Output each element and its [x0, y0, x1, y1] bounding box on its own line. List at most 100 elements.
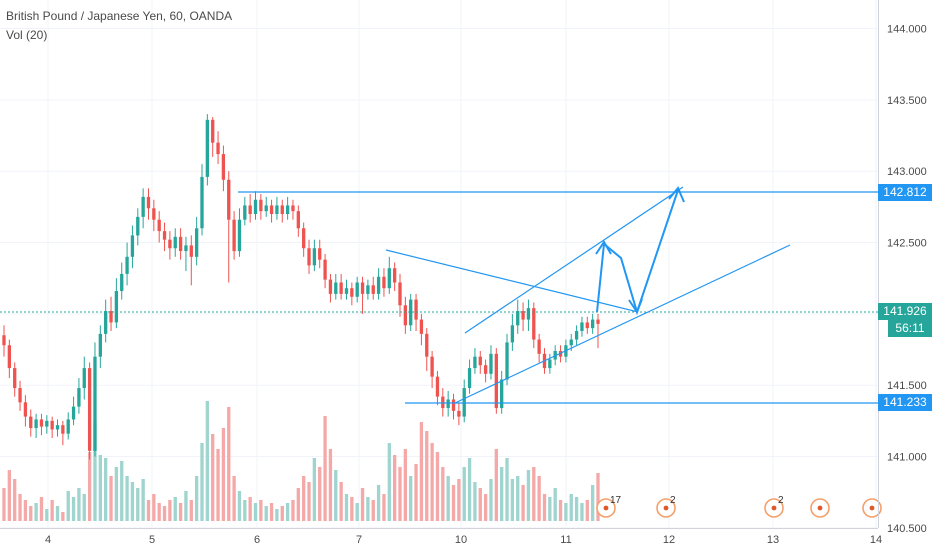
candle-body[interactable]: [189, 245, 193, 257]
candle-body[interactable]: [178, 236, 183, 252]
candle-body[interactable]: [109, 311, 113, 323]
candle-body[interactable]: [141, 196, 145, 217]
candle-body[interactable]: [237, 219, 242, 252]
candle-body[interactable]: [93, 356, 97, 451]
candle-body[interactable]: [430, 356, 434, 377]
candle-body[interactable]: [494, 353, 498, 409]
candle-body[interactable]: [23, 402, 28, 417]
candle-body[interactable]: [403, 305, 408, 326]
candle-body[interactable]: [537, 339, 541, 354]
candle-body[interactable]: [473, 356, 477, 369]
candle-body[interactable]: [414, 299, 418, 320]
candle-body[interactable]: [296, 211, 300, 229]
candle-body[interactable]: [489, 353, 493, 374]
candle-body[interactable]: [478, 356, 482, 366]
candle-body[interactable]: [13, 368, 17, 389]
candle-body[interactable]: [71, 406, 76, 420]
candle-body[interactable]: [569, 339, 573, 346]
candle-body[interactable]: [425, 333, 429, 357]
candle-body[interactable]: [200, 176, 204, 229]
candle-body[interactable]: [104, 311, 108, 334]
candle-body[interactable]: [483, 365, 488, 374]
candle-body[interactable]: [232, 219, 236, 252]
candle-body[interactable]: [45, 420, 49, 427]
candle-body[interactable]: [253, 199, 258, 215]
candle-body[interactable]: [500, 379, 504, 409]
candle-body[interactable]: [211, 119, 215, 143]
event-marker[interactable]: 2: [764, 495, 784, 518]
candle-body[interactable]: [98, 333, 102, 357]
candle-body[interactable]: [302, 228, 306, 249]
candle-body[interactable]: [307, 248, 311, 266]
candle-body[interactable]: [446, 399, 450, 409]
event-marker[interactable]: [862, 498, 882, 518]
candle-body[interactable]: [532, 308, 536, 340]
lower-channel-line[interactable]: [454, 244, 791, 404]
candle-body[interactable]: [184, 245, 188, 252]
candle-body[interactable]: [526, 308, 531, 320]
candle-body[interactable]: [173, 236, 177, 249]
candle-body[interactable]: [467, 368, 472, 389]
candle-body[interactable]: [275, 205, 279, 215]
candle-body[interactable]: [120, 273, 124, 292]
candle-body[interactable]: [291, 205, 295, 212]
candle-body[interactable]: [339, 282, 343, 294]
candle-body[interactable]: [585, 322, 589, 329]
event-marker[interactable]: 2: [656, 495, 676, 518]
projection-path[interactable]: [596, 189, 679, 316]
candle-body[interactable]: [29, 416, 33, 429]
upper-channel-line[interactable]: [464, 186, 684, 334]
candle-body[interactable]: [248, 205, 252, 215]
candle-body[interactable]: [409, 299, 413, 326]
candle-body[interactable]: [285, 205, 290, 215]
candle-body[interactable]: [205, 119, 210, 177]
candle-body[interactable]: [516, 311, 520, 326]
candle-body[interactable]: [462, 388, 466, 417]
candle-body[interactable]: [382, 276, 386, 289]
candle-body[interactable]: [77, 388, 81, 407]
candle-body[interactable]: [243, 205, 247, 220]
candle-body[interactable]: [580, 322, 584, 331]
candle-body[interactable]: [318, 248, 322, 260]
candle-body[interactable]: [387, 268, 391, 289]
event-marker[interactable]: [810, 498, 830, 518]
candle-body[interactable]: [590, 319, 595, 329]
candle-body[interactable]: [66, 419, 70, 434]
candle-body[interactable]: [2, 335, 6, 346]
candle-body[interactable]: [136, 216, 140, 236]
candle-body[interactable]: [157, 219, 161, 232]
candle-body[interactable]: [366, 285, 370, 294]
candle-body[interactable]: [334, 282, 338, 294]
candle-body[interactable]: [360, 282, 365, 294]
candle-body[interactable]: [130, 235, 135, 257]
candle-body[interactable]: [280, 205, 284, 215]
candle-body[interactable]: [152, 208, 156, 220]
candle-body[interactable]: [7, 345, 12, 369]
candle-body[interactable]: [221, 154, 226, 180]
candle-body[interactable]: [451, 399, 456, 411]
candle-body[interactable]: [61, 425, 65, 434]
candle-body[interactable]: [168, 239, 172, 249]
candle-body[interactable]: [18, 388, 22, 403]
candle-body[interactable]: [87, 368, 92, 451]
candle-body[interactable]: [146, 196, 151, 209]
candle-body[interactable]: [392, 268, 397, 283]
candle-body[interactable]: [596, 319, 600, 324]
candle-body[interactable]: [457, 410, 461, 417]
candle-body[interactable]: [398, 282, 402, 306]
candle-body[interactable]: [125, 256, 129, 274]
candle-body[interactable]: [269, 205, 274, 215]
candle-body[interactable]: [350, 288, 354, 297]
candle-body[interactable]: [227, 179, 231, 220]
event-marker[interactable]: 17: [596, 495, 622, 518]
candle-body[interactable]: [328, 279, 333, 294]
candle-body[interactable]: [344, 288, 349, 294]
candle-body[interactable]: [39, 419, 44, 427]
candle-body[interactable]: [548, 359, 552, 369]
candle-body[interactable]: [312, 248, 317, 266]
candle-body[interactable]: [259, 199, 263, 212]
candle-body[interactable]: [419, 319, 424, 334]
candle-body[interactable]: [82, 368, 86, 389]
